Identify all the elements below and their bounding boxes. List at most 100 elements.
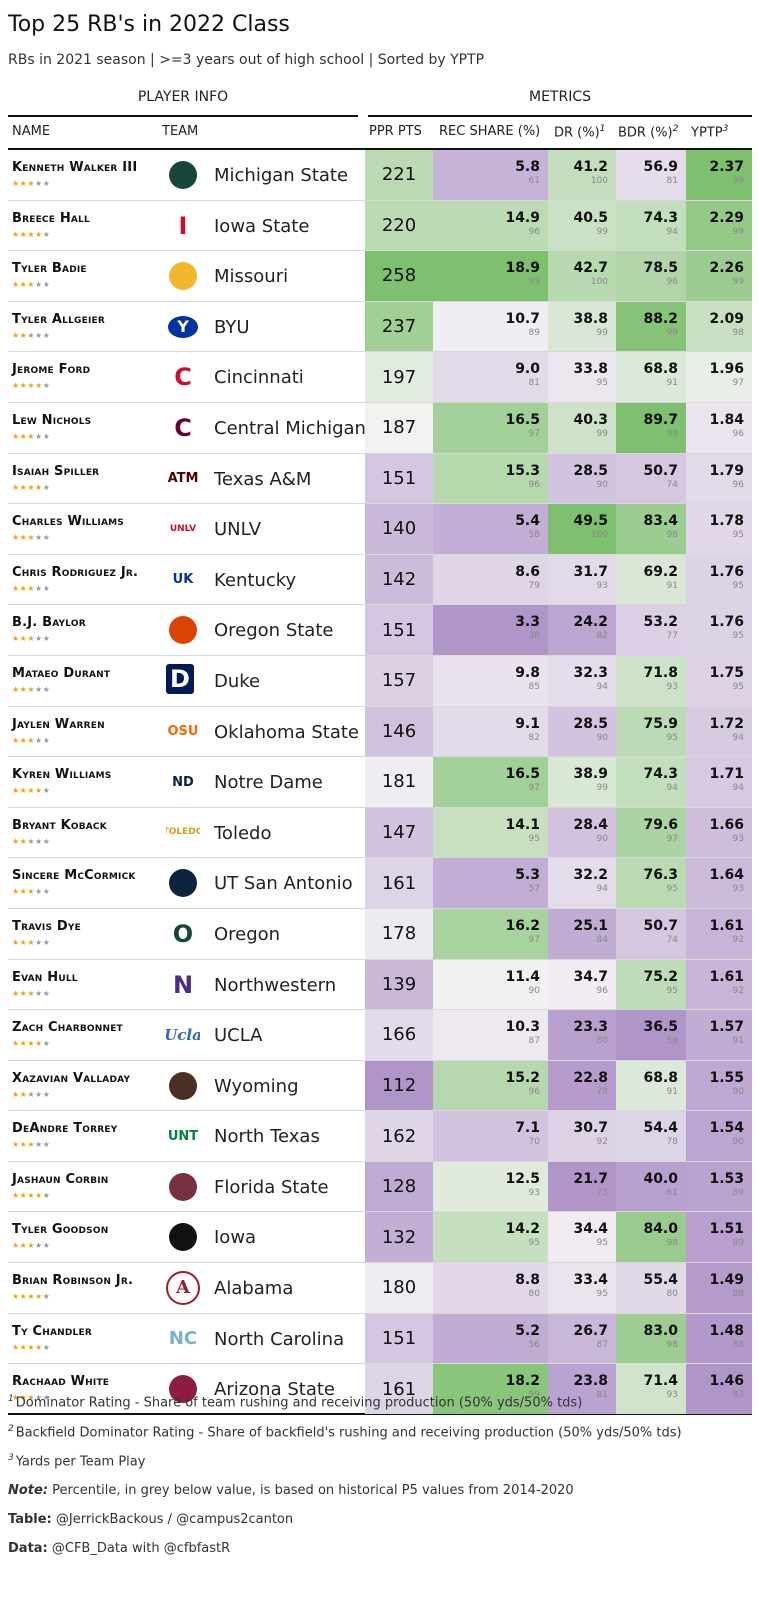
footnote-1-sup: 1 xyxy=(8,1394,14,1404)
star-empty-icon: ★ xyxy=(43,1292,51,1301)
dominator-rating-cell: 25.1 84 xyxy=(548,909,616,959)
star-rating: ★★★★★ xyxy=(12,1191,50,1200)
iowa-hawkeye-icon xyxy=(169,1223,197,1251)
yptp-percentile: 96 xyxy=(686,479,744,491)
rec-share-percentile: 97 xyxy=(433,934,540,946)
backfield-dominator-rating-value: 89.7 xyxy=(616,412,678,428)
ppr-points-cell: 157 xyxy=(365,656,433,706)
rec-share-cell: 11.4 90 xyxy=(433,960,548,1010)
backfield-dominator-rating-percentile: 77 xyxy=(616,630,678,642)
backfield-dominator-rating-value: 68.8 xyxy=(616,361,678,377)
dominator-rating-value: 28.5 xyxy=(548,463,608,479)
star-filled-icon: ★ xyxy=(27,179,35,188)
player-name: Breece Hall xyxy=(12,211,90,226)
backfield-dominator-rating-value: 53.2 xyxy=(616,614,678,630)
team-name: Cincinnati xyxy=(214,367,304,388)
star-empty-icon: ★ xyxy=(35,179,43,188)
table-row: Travis Dye ★★★★★ O Oregon 178 16.2 97 25.1 84 50.… xyxy=(8,909,752,960)
dominator-rating-value: 33.4 xyxy=(548,1272,608,1288)
table-row: Jashaun Corbin ★★★★★ Florida State 128 12.5 9… xyxy=(8,1162,752,1213)
ppr-points-cell: 128 xyxy=(365,1162,433,1212)
star-filled-icon: ★ xyxy=(12,938,20,947)
dominator-rating-cell: 32.2 94 xyxy=(548,858,616,908)
column-header-yptp[interactable]: YPTP3 xyxy=(691,124,728,140)
yptp-value: 1.66 xyxy=(686,817,744,833)
rec-share-value: 14.9 xyxy=(433,210,540,226)
ppr-points-cell: 146 xyxy=(365,707,433,757)
dominator-rating-cell: 32.3 94 xyxy=(548,656,616,706)
dominator-rating-cell: 23.3 80 xyxy=(548,1010,616,1060)
iowa-state-i-icon: I xyxy=(166,209,200,243)
star-filled-icon: ★ xyxy=(27,1241,35,1250)
column-header-bdr[interactable]: BDR (%)2 xyxy=(618,124,678,140)
rec-share-percentile: 99 xyxy=(433,276,540,288)
column-header-dr[interactable]: DR (%)1 xyxy=(554,124,605,140)
player-name: Kenneth Walker III xyxy=(12,160,137,175)
backfield-dominator-rating-cell: 36.5 56 xyxy=(616,1010,686,1060)
yptp-cell: 1.72 94 xyxy=(686,707,752,757)
group-header-metrics: METRICS xyxy=(368,89,752,117)
ppr-points-cell: 162 xyxy=(365,1111,433,1161)
backfield-dominator-rating-cell: 75.2 95 xyxy=(616,960,686,1010)
backfield-dominator-rating-value: 83.0 xyxy=(616,1323,678,1339)
table-row: Mataeo Durant ★★★★★ D Duke 157 9.8 85 32.3 94 71.… xyxy=(8,656,752,707)
star-filled-icon: ★ xyxy=(12,1090,20,1099)
rec-share-value: 5.8 xyxy=(433,159,540,175)
dominator-rating-cell: 28.4 90 xyxy=(548,808,616,858)
team-name: Duke xyxy=(214,671,260,692)
player-name: Mataeo Durant xyxy=(12,666,110,681)
team-name: UNLV xyxy=(214,519,261,540)
backfield-dominator-rating-value: 71.4 xyxy=(616,1373,678,1389)
table-row: Jerome Ford ★★★★★ C Cincinnati 197 9.0 81 33.8 9… xyxy=(8,352,752,403)
star-filled-icon: ★ xyxy=(12,736,20,745)
player-name: Tyler Goodson xyxy=(12,1222,108,1237)
dominator-rating-cell: 30.7 92 xyxy=(548,1111,616,1161)
star-rating: ★★★★★ xyxy=(12,1343,50,1352)
cincinnati-c-icon: C xyxy=(166,360,200,394)
star-empty-icon: ★ xyxy=(43,1090,51,1099)
table-row: Tyler Allgeier ★★★★★ Y BYU 237 10.7 89 38.8 99 88… xyxy=(8,302,752,353)
star-filled-icon: ★ xyxy=(27,483,35,492)
rec-share-cell: 14.9 96 xyxy=(433,201,548,251)
dominator-rating-percentile: 100 xyxy=(548,529,608,541)
table-row: Kyren Williams ★★★★★ ND Notre Dame 181 16.5 97… xyxy=(8,757,752,808)
star-empty-icon: ★ xyxy=(43,786,51,795)
table-row: Tyler Goodson ★★★★★ Iowa 132 14.2 95 34.4 95 84.… xyxy=(8,1212,752,1263)
yptp-cell: 1.66 93 xyxy=(686,808,752,858)
ppr-points-cell: 139 xyxy=(365,960,433,1010)
star-filled-icon: ★ xyxy=(27,1039,35,1048)
table-row: DeAndre Torrey ★★★★★ UNT North Texas 162 7.1 7… xyxy=(8,1111,752,1162)
ppr-points-cell: 221 xyxy=(365,150,433,200)
star-empty-icon: ★ xyxy=(35,634,43,643)
backfield-dominator-rating-percentile: 74 xyxy=(616,479,678,491)
group-header-player-info: PLAYER INFO xyxy=(8,89,358,117)
column-header-name[interactable]: NAME xyxy=(12,124,50,139)
backfield-dominator-rating-percentile: 97 xyxy=(616,833,678,845)
yptp-percentile: 94 xyxy=(686,782,744,794)
star-filled-icon: ★ xyxy=(12,1140,20,1149)
star-filled-icon: ★ xyxy=(12,381,20,390)
yptp-percentile: 93 xyxy=(686,833,744,845)
column-header-ppr[interactable]: PPR PTS xyxy=(369,124,422,139)
dominator-rating-percentile: 87 xyxy=(548,1339,608,1351)
rec-share-cell: 9.1 82 xyxy=(433,707,548,757)
star-rating: ★★★★★ xyxy=(12,1039,50,1048)
rec-share-value: 10.3 xyxy=(433,1019,540,1035)
rec-share-value: 18.2 xyxy=(433,1373,540,1389)
column-header-rec-share[interactable]: REC SHARE (%) xyxy=(439,124,540,139)
ppr-points-cell: 180 xyxy=(365,1263,433,1313)
rec-share-value: 9.1 xyxy=(433,716,540,732)
column-header-dr-label: DR (%) xyxy=(554,125,600,140)
star-empty-icon: ★ xyxy=(43,533,51,542)
star-filled-icon: ★ xyxy=(12,331,20,340)
yptp-cell: 1.61 92 xyxy=(686,960,752,1010)
column-header-team[interactable]: TEAM xyxy=(162,124,198,139)
star-empty-icon: ★ xyxy=(35,989,43,998)
yptp-value: 1.76 xyxy=(686,614,744,630)
team-name: Iowa State xyxy=(214,216,309,237)
yptp-percentile: 88 xyxy=(686,1339,744,1351)
backfield-dominator-rating-value: 79.6 xyxy=(616,817,678,833)
byu-oval-icon: Y xyxy=(168,316,198,338)
star-filled-icon: ★ xyxy=(27,1140,35,1149)
rec-share-cell: 8.6 79 xyxy=(433,555,548,605)
